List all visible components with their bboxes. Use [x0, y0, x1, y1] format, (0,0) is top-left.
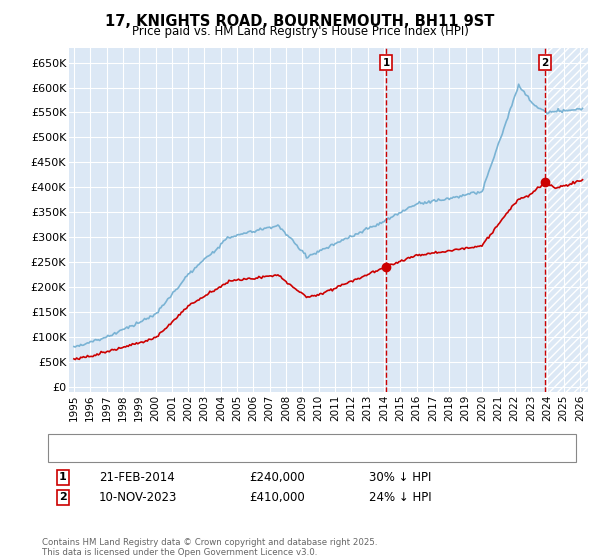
Text: 24% ↓ HPI: 24% ↓ HPI [369, 491, 431, 504]
Text: 1: 1 [382, 58, 389, 68]
Text: 30% ↓ HPI: 30% ↓ HPI [369, 470, 431, 484]
Bar [545, 48, 588, 392]
Text: Contains HM Land Registry data © Crown copyright and database right 2025.
This d: Contains HM Land Registry data © Crown c… [42, 538, 377, 557]
Text: 17, KNIGHTS ROAD, BOURNEMOUTH, BH11 9ST (detached house): 17, KNIGHTS ROAD, BOURNEMOUTH, BH11 9ST … [86, 436, 427, 446]
Text: 2: 2 [541, 58, 549, 68]
Text: £410,000: £410,000 [249, 491, 305, 504]
Text: 17, KNIGHTS ROAD, BOURNEMOUTH, BH11 9ST: 17, KNIGHTS ROAD, BOURNEMOUTH, BH11 9ST [106, 14, 494, 29]
Text: 1: 1 [59, 472, 67, 482]
Text: 21-FEB-2014: 21-FEB-2014 [99, 470, 175, 484]
Text: £240,000: £240,000 [249, 470, 305, 484]
Text: 2: 2 [59, 492, 67, 502]
Text: 10-NOV-2023: 10-NOV-2023 [99, 491, 178, 504]
Text: HPI: Average price, detached house, Bournemouth Christchurch and Poole: HPI: Average price, detached house, Bour… [86, 450, 474, 460]
Text: Price paid vs. HM Land Registry's House Price Index (HPI): Price paid vs. HM Land Registry's House … [131, 25, 469, 38]
Bar [545, 48, 588, 392]
